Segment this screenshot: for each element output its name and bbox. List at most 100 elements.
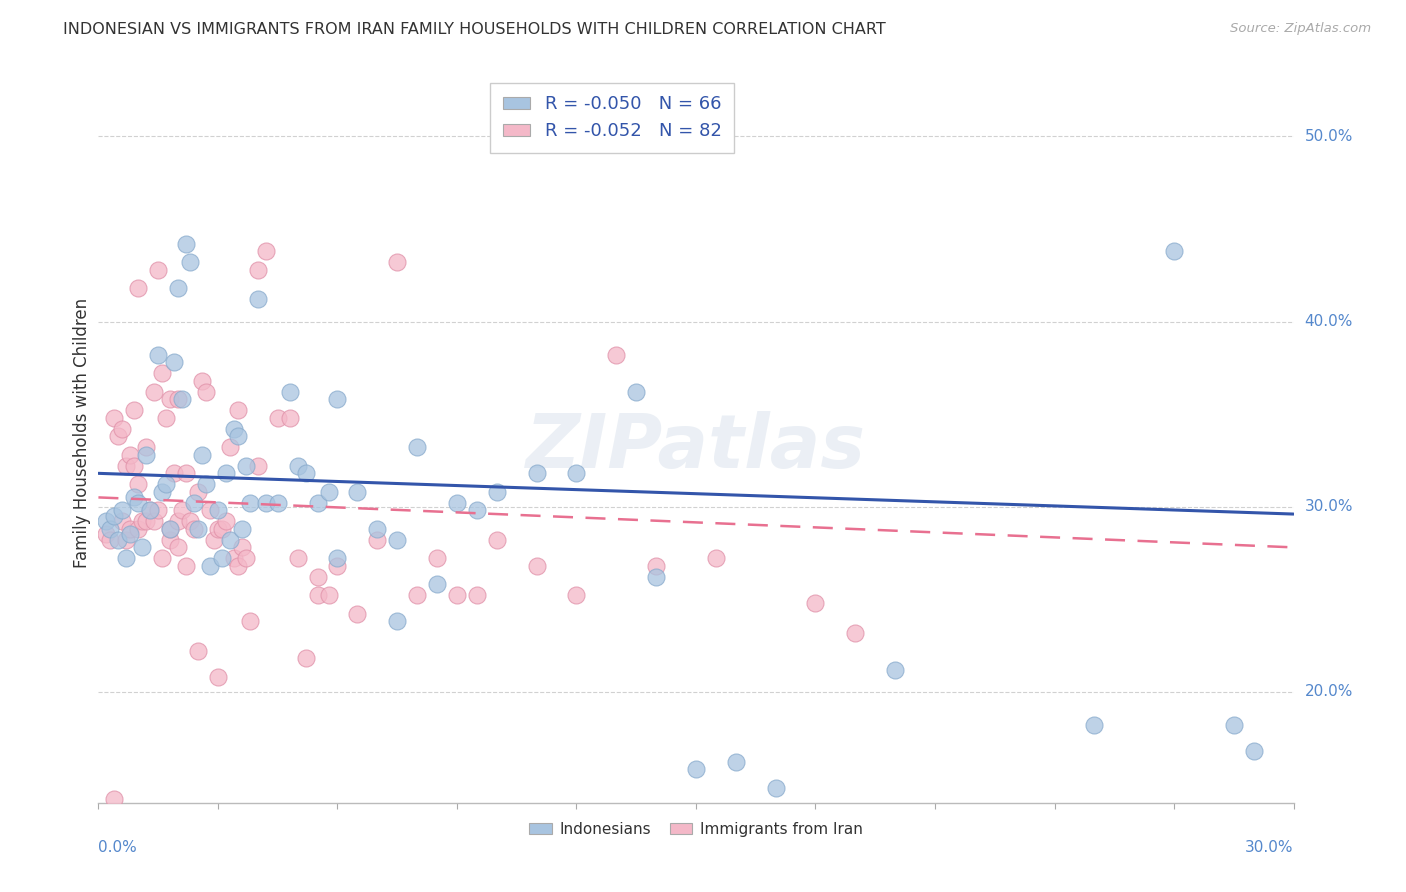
Point xyxy=(231,541,253,555)
Point xyxy=(565,589,588,603)
Point xyxy=(267,496,290,510)
Point xyxy=(174,558,197,573)
Point xyxy=(107,429,129,443)
Point xyxy=(124,491,146,505)
Point xyxy=(148,262,170,277)
Point xyxy=(98,533,122,547)
Point xyxy=(294,651,316,665)
Point xyxy=(135,515,157,529)
Point xyxy=(1223,718,1246,732)
Point xyxy=(124,458,146,473)
Point xyxy=(765,780,787,795)
Point xyxy=(198,503,221,517)
Point xyxy=(179,515,201,529)
Point xyxy=(120,527,142,541)
Legend: Indonesians, Immigrants from Iran: Indonesians, Immigrants from Iran xyxy=(523,816,869,843)
Text: 0.0%: 0.0% xyxy=(98,840,138,855)
Point xyxy=(155,410,177,425)
Point xyxy=(150,551,173,566)
Point xyxy=(366,533,388,547)
Point xyxy=(163,355,186,369)
Point xyxy=(231,522,253,536)
Text: 30.0%: 30.0% xyxy=(1305,500,1353,514)
Point xyxy=(287,551,309,566)
Point xyxy=(103,508,125,523)
Point xyxy=(167,392,190,407)
Point xyxy=(96,515,118,529)
Text: 50.0%: 50.0% xyxy=(1305,129,1353,144)
Point xyxy=(844,625,866,640)
Point xyxy=(207,503,229,517)
Point xyxy=(385,255,409,269)
Point xyxy=(526,467,548,481)
Point xyxy=(226,429,249,443)
Point xyxy=(645,558,668,573)
Point xyxy=(167,541,190,555)
Text: INDONESIAN VS IMMIGRANTS FROM IRAN FAMILY HOUSEHOLDS WITH CHILDREN CORRELATION C: INDONESIAN VS IMMIGRANTS FROM IRAN FAMIL… xyxy=(63,22,886,37)
Point xyxy=(385,615,409,629)
Point xyxy=(191,374,214,388)
Point xyxy=(605,348,627,362)
Point xyxy=(187,644,209,658)
Point xyxy=(215,467,238,481)
Text: ZIPatlas: ZIPatlas xyxy=(526,411,866,484)
Point xyxy=(307,589,329,603)
Point xyxy=(278,410,301,425)
Point xyxy=(254,496,277,510)
Point xyxy=(187,522,209,536)
Point xyxy=(246,293,269,307)
Point xyxy=(167,281,190,295)
Point xyxy=(115,551,138,566)
Point xyxy=(148,503,170,517)
Point xyxy=(219,441,242,455)
Point xyxy=(346,484,368,499)
Point xyxy=(366,522,388,536)
Point xyxy=(326,558,349,573)
Point xyxy=(159,533,181,547)
Point xyxy=(115,458,138,473)
Point xyxy=(465,589,488,603)
Point xyxy=(485,484,508,499)
Point xyxy=(111,515,134,529)
Point xyxy=(235,458,257,473)
Point xyxy=(219,533,242,547)
Point xyxy=(155,477,177,491)
Point xyxy=(127,496,149,510)
Point xyxy=(174,236,197,251)
Point xyxy=(1083,718,1105,732)
Point xyxy=(103,792,125,806)
Point xyxy=(884,663,907,677)
Point xyxy=(148,348,170,362)
Text: Source: ZipAtlas.com: Source: ZipAtlas.com xyxy=(1230,22,1371,36)
Point xyxy=(307,570,329,584)
Point xyxy=(254,244,277,259)
Point xyxy=(318,589,340,603)
Point xyxy=(195,477,218,491)
Point xyxy=(174,467,197,481)
Point xyxy=(426,577,449,591)
Point xyxy=(724,755,747,769)
Point xyxy=(804,596,827,610)
Point xyxy=(239,496,262,510)
Point xyxy=(326,392,349,407)
Point xyxy=(246,458,269,473)
Point xyxy=(326,551,349,566)
Point xyxy=(246,262,269,277)
Point xyxy=(127,281,149,295)
Point xyxy=(239,615,262,629)
Point xyxy=(159,522,181,536)
Point xyxy=(159,392,181,407)
Point xyxy=(426,551,449,566)
Point xyxy=(318,484,340,499)
Point xyxy=(645,570,668,584)
Point xyxy=(187,484,209,499)
Point xyxy=(346,607,368,621)
Text: 40.0%: 40.0% xyxy=(1305,314,1353,329)
Point xyxy=(124,403,146,417)
Point xyxy=(131,541,153,555)
Point xyxy=(215,515,238,529)
Point xyxy=(406,441,429,455)
Point xyxy=(226,403,249,417)
Point xyxy=(226,558,249,573)
Point xyxy=(1243,744,1265,758)
